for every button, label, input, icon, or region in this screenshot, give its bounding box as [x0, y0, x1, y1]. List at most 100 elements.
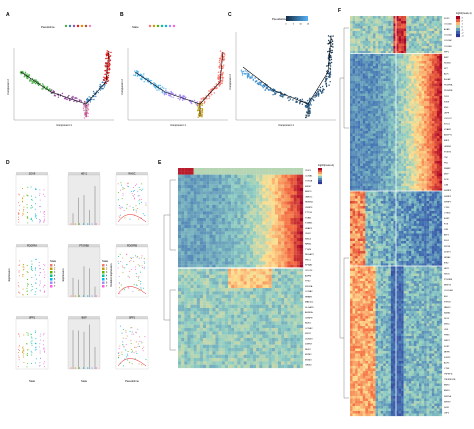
heatmap-cell [262, 254, 266, 259]
heatmap-cell [352, 46, 356, 49]
heatmap-cell [256, 308, 260, 312]
heatmap-cell [190, 274, 194, 279]
expression-point [138, 218, 140, 220]
heatmap-cell [265, 171, 269, 175]
heatmap-cell [380, 51, 384, 54]
heatmap-cell [293, 264, 297, 269]
heatmap-cell [203, 251, 207, 255]
cell-point [260, 83, 262, 85]
heatmap-cell [259, 274, 263, 279]
heatmap-cell [218, 328, 222, 332]
cell-point [182, 95, 184, 97]
heatmap-cell [212, 234, 216, 239]
heatmap-cell [293, 351, 297, 355]
heatmap-cell [426, 56, 430, 59]
heatmap-cell [385, 31, 389, 34]
cell-point [197, 110, 199, 112]
heatmap-cell [231, 318, 235, 322]
heatmap-cell [212, 204, 216, 209]
heatmap-cell [224, 178, 229, 182]
heatmap-cell [265, 304, 269, 309]
heatmap-cell [388, 33, 391, 37]
heatmap-cell [281, 218, 285, 222]
heatmap-cell [196, 278, 200, 282]
heatmap-cell [296, 324, 300, 329]
heatmap-cell [178, 231, 182, 235]
heatmap-cell [193, 191, 197, 195]
heatmap-cell [215, 311, 219, 315]
heatmap-cell [203, 348, 207, 352]
heatmap-cell [203, 284, 207, 289]
heatmap-cell [190, 364, 194, 369]
heatmap-cell [246, 188, 250, 192]
heatmap-cell [203, 254, 207, 259]
heatmap-cell [421, 51, 425, 54]
heatmap-cell [293, 311, 297, 315]
heatmap-cell [290, 338, 294, 342]
heatmap-cell [385, 41, 389, 44]
heatmap-cell [268, 338, 272, 342]
heatmap-cell [274, 201, 279, 205]
heatmap-cell [424, 61, 427, 64]
heatmap-cell [287, 224, 291, 229]
heatmap-cell [218, 351, 222, 355]
heatmap-cell [278, 331, 282, 335]
heatmap-cell [431, 28, 435, 32]
heatmap-cell [243, 324, 247, 329]
heatmap-cell [274, 261, 279, 265]
cell-point [108, 57, 111, 59]
expression-point [118, 351, 120, 353]
heatmap-cell [199, 264, 204, 269]
heatmap-cell [253, 308, 257, 312]
heatmap-cell [259, 178, 263, 182]
expression-point [135, 183, 137, 185]
heatmap-cell [385, 18, 389, 22]
heatmap-cell [240, 238, 244, 242]
heatmap-cell [403, 61, 407, 64]
heatmap-cell [253, 248, 257, 252]
heatmap-cell [253, 171, 257, 175]
colorbar-tick-label: 15 [307, 24, 310, 26]
heatmap-cell [199, 291, 204, 295]
heatmap-cell [293, 284, 297, 289]
heatmap-cell [284, 191, 288, 195]
heatmap-cell [259, 194, 263, 199]
expression-point [17, 213, 19, 215]
expression-point [128, 276, 130, 278]
heatmap-cell [436, 51, 440, 54]
legend-color-step [318, 180, 322, 183]
heatmap-cell [390, 41, 394, 44]
heatmap-cell [396, 68, 399, 72]
heatmap-cell [196, 251, 200, 255]
heatmap-cell [215, 274, 219, 279]
heatmap-cell [413, 28, 417, 32]
heatmap-cell [274, 194, 279, 199]
heatmap-cell [416, 56, 420, 59]
heatmap-cell [196, 301, 200, 305]
expression-point [26, 207, 28, 209]
heatmap-cell [253, 258, 257, 262]
heatmap-cell [218, 308, 222, 312]
heatmap-cell [352, 41, 356, 44]
heatmap-cell [278, 358, 282, 362]
heatmap-cell [253, 291, 257, 295]
heatmap-cell [373, 26, 376, 29]
heatmap-cell [178, 331, 182, 335]
heatmap-cell [231, 248, 235, 252]
heatmap-cell [209, 228, 213, 232]
heatmap-cell [178, 344, 182, 349]
heatmap-cell [190, 268, 194, 272]
panel-a: A Pseudotime Component 2 Component 1 [6, 12, 116, 130]
expression-point [18, 275, 20, 277]
heatmap-cell [370, 43, 374, 47]
heatmap-cell [434, 48, 437, 52]
heatmap-cell [265, 178, 269, 182]
heatmap-cell [262, 224, 266, 229]
expression-point [22, 288, 24, 290]
heatmap-cell [243, 328, 247, 332]
heatmap-cell [256, 294, 260, 299]
heatmap-cell [398, 43, 402, 47]
legend-swatch [88, 24, 92, 28]
cell-point [205, 95, 207, 97]
heatmap-cell [212, 201, 216, 205]
